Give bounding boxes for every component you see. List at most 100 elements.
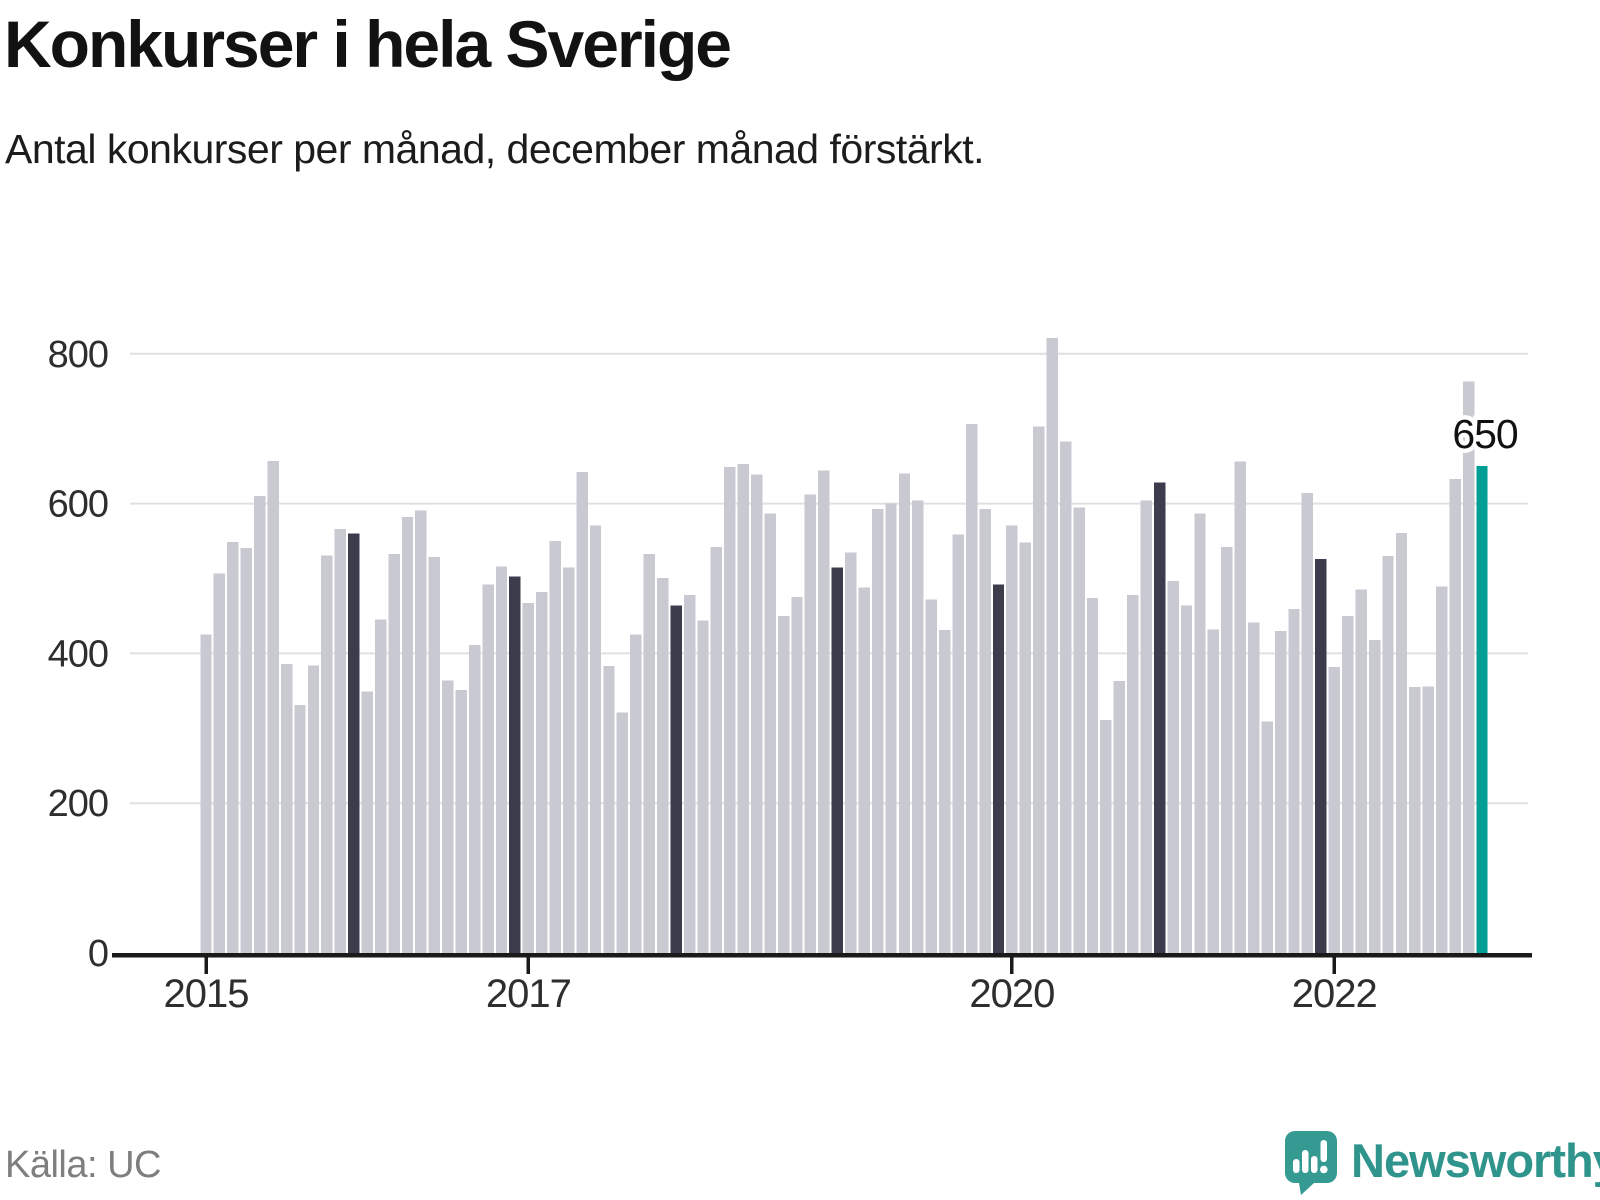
bar-2017-04 — [562, 567, 575, 953]
bar-2022-08 — [1422, 686, 1435, 953]
bar-2016-11 — [495, 566, 508, 953]
x-axis-label-2020: 2020 — [969, 972, 1054, 1016]
bar-2018-03 — [710, 547, 723, 953]
newsworthy-logo: Newsworthy — [1284, 1130, 1600, 1196]
newsworthy-logo-icon — [1285, 1131, 1337, 1195]
bar-2016-09 — [468, 645, 481, 953]
bar-2015-07 — [280, 663, 293, 953]
bar-2021-09 — [1274, 630, 1287, 953]
bar-2015-06 — [267, 460, 279, 953]
bar-2018-07 — [764, 513, 776, 953]
bar-2015-05 — [254, 496, 266, 953]
bar-2022-02 — [1342, 615, 1354, 953]
bar-2019-07 — [925, 599, 938, 953]
bar-2019-01 — [845, 552, 857, 953]
y-axis-label-0: 0 — [88, 933, 108, 975]
x-axis-label-2015: 2015 — [164, 972, 249, 1016]
bar-2019-03 — [871, 508, 884, 953]
logo-bar-medium — [1311, 1156, 1318, 1173]
bar-2015-12 — [348, 533, 360, 953]
logo-bar-small — [1293, 1159, 1300, 1173]
bar-2020-09 — [1113, 681, 1126, 953]
chart-subtitle: Antal konkurser per månad, december måna… — [5, 126, 984, 172]
bar-2018-04 — [724, 466, 736, 953]
newsworthy-logo-text: Newsworthy — [1351, 1134, 1600, 1187]
bar-2018-10 — [804, 494, 817, 953]
bar-2015-01 — [200, 634, 212, 953]
bar-2016-10 — [482, 584, 494, 953]
logo-bar-tall — [1302, 1150, 1309, 1173]
bar-2021-03 — [1194, 513, 1206, 953]
bar-2021-07 — [1248, 622, 1260, 953]
bar-2017-10 — [643, 553, 655, 953]
bar-2017-09 — [630, 634, 642, 953]
bar-2017-05 — [576, 472, 588, 953]
bar-2015-10 — [321, 555, 333, 953]
bar-2020-03 — [1033, 426, 1045, 953]
y-axis-label-400: 400 — [48, 633, 108, 675]
bar-2020-05 — [1059, 441, 1072, 953]
bar-2020-08 — [1100, 720, 1112, 953]
bar-2019-06 — [912, 500, 924, 953]
bar-2019-04 — [885, 503, 897, 953]
bar-2017-03 — [549, 541, 561, 953]
bar-2019-11 — [979, 508, 991, 953]
bar-2016-08 — [455, 690, 467, 953]
bar-2022-09 — [1436, 586, 1448, 953]
bar-2016-07 — [442, 680, 454, 953]
bar-2017-07 — [603, 666, 615, 953]
bar-2021-08 — [1261, 721, 1273, 953]
bar-2021-12 — [1315, 559, 1327, 953]
bar-2016-01 — [361, 691, 373, 953]
bar-2022-01 — [1328, 666, 1340, 953]
bar-2020-01 — [1006, 525, 1018, 953]
bar-2022-04 — [1368, 639, 1381, 953]
bar-2021-05 — [1221, 547, 1233, 953]
bar-2020-04 — [1046, 338, 1058, 953]
bar-2015-11 — [334, 529, 347, 953]
bar-2021-04 — [1207, 629, 1220, 953]
bar-2018-02 — [697, 620, 709, 953]
bar-2020-02 — [1019, 542, 1032, 953]
bar-2019-08 — [939, 630, 951, 953]
bar-2019-09 — [952, 534, 964, 953]
bar-2017-01 — [522, 603, 535, 953]
annotation-latest-value: 650 — [1452, 411, 1518, 457]
source-note: Källa: UC — [5, 1144, 162, 1186]
bar-2021-10 — [1288, 609, 1300, 953]
logo-exclamation-dot — [1320, 1165, 1328, 1174]
bar-2019-10 — [965, 424, 978, 954]
x-axis-label-2022: 2022 — [1292, 972, 1377, 1016]
bar-2016-12 — [509, 576, 521, 953]
bar-2017-08 — [616, 712, 629, 953]
bar-2015-09 — [307, 665, 320, 953]
bar-2017-12 — [670, 605, 682, 953]
bar-2016-06 — [428, 556, 441, 953]
bar-2016-02 — [374, 619, 387, 953]
y-axis-label-600: 600 — [48, 484, 108, 526]
bar-2022-05 — [1382, 556, 1394, 953]
bar-2022-10 — [1449, 478, 1461, 953]
bar-2016-03 — [388, 553, 400, 953]
bar-2021-11 — [1301, 493, 1314, 953]
bar-2022-12 — [1476, 466, 1488, 953]
bar-2022-07 — [1409, 687, 1421, 953]
bar-2016-04 — [401, 517, 414, 953]
bar-2017-02 — [536, 591, 548, 953]
bar-2020-12 — [1153, 482, 1166, 953]
bar-2019-12 — [992, 584, 1005, 953]
bar-2021-01 — [1167, 580, 1179, 953]
bar-2018-11 — [818, 470, 830, 953]
bar-2015-02 — [213, 573, 226, 953]
bar-2015-04 — [240, 547, 252, 953]
bar-2018-09 — [791, 597, 803, 953]
bar-2018-06 — [751, 474, 763, 953]
bar-2019-05 — [898, 473, 911, 953]
bar-2015-08 — [294, 705, 306, 953]
chart-title: Konkurser i hela Sverige — [4, 7, 732, 81]
bar-2016-05 — [415, 510, 427, 953]
bar-2022-11 — [1462, 381, 1475, 953]
x-axis-label-2017: 2017 — [486, 972, 571, 1016]
